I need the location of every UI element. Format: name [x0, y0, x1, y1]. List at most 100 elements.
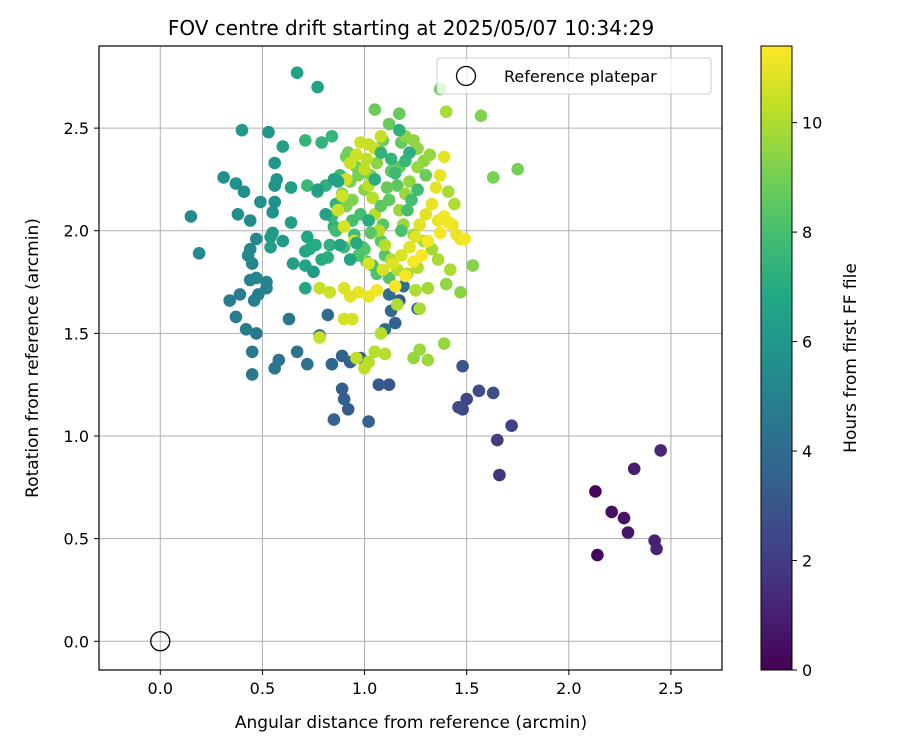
data-point: [360, 152, 373, 166]
data-point: [229, 310, 243, 324]
data-point: [358, 162, 371, 176]
chart-title: FOV centre drift starting at 2025/05/07 …: [168, 16, 654, 40]
data-point: [437, 210, 451, 223]
legend: Reference platepar: [436, 57, 712, 95]
data-point: [290, 345, 304, 359]
data-point: [374, 199, 388, 213]
data-point: [327, 413, 341, 426]
y-tick-label: 0.5: [64, 530, 89, 549]
data-point: [184, 210, 198, 223]
data-point: [354, 136, 367, 149]
data-point: [423, 148, 437, 162]
data-point: [486, 386, 500, 400]
data-point: [511, 162, 524, 176]
data-point: [301, 357, 314, 371]
data-point: [309, 238, 322, 252]
data-point: [403, 175, 416, 188]
data-point: [268, 362, 282, 375]
data-point: [407, 255, 420, 268]
data-point: [431, 253, 445, 266]
data-point: [617, 511, 631, 525]
data-point: [239, 323, 253, 336]
data-point: [335, 189, 349, 203]
data-point: [321, 251, 335, 264]
data-point: [405, 193, 418, 207]
data-point: [331, 203, 345, 217]
data-point: [325, 357, 339, 371]
data-point: [466, 259, 480, 272]
data-point: [301, 230, 314, 244]
data-point: [343, 253, 357, 266]
data-point: [362, 415, 375, 428]
data-point: [233, 288, 247, 301]
data-point: [362, 257, 375, 270]
data-point: [341, 403, 355, 416]
colorbar-tick-label: 6: [802, 333, 812, 352]
reference-marker: [150, 631, 171, 652]
data-point: [388, 279, 402, 293]
data-point: [276, 234, 290, 248]
data-point: [393, 107, 406, 120]
data-point: [362, 214, 375, 227]
data-point: [654, 444, 667, 457]
data-point: [393, 123, 406, 137]
data-point: [472, 384, 486, 398]
data-point: [605, 505, 618, 519]
colorbar-tick-label: 10: [802, 114, 822, 133]
data-point: [621, 526, 635, 539]
data-point: [378, 347, 392, 361]
data-point: [217, 171, 230, 184]
data-point: [390, 298, 404, 311]
data-point: [388, 167, 402, 180]
data-point: [284, 216, 298, 229]
data-point: [386, 257, 400, 270]
x-tick-label: 0.5: [250, 679, 275, 698]
data-point: [458, 232, 471, 246]
data-point: [364, 226, 378, 240]
data-point: [333, 238, 347, 252]
data-point: [362, 290, 375, 303]
data-point: [372, 378, 386, 392]
data-point: [270, 173, 284, 186]
data-point: [350, 351, 363, 365]
x-tick-label: 1.0: [352, 679, 377, 698]
data-point: [444, 263, 457, 277]
data-point: [380, 181, 394, 194]
data-point: [362, 355, 375, 369]
data-point: [399, 269, 412, 283]
data-point: [266, 206, 279, 219]
data-point: [388, 316, 402, 330]
data-point: [337, 220, 351, 233]
data-point: [254, 195, 267, 209]
data-point: [382, 117, 396, 131]
data-point: [337, 392, 351, 406]
plot-frame: [98, 45, 723, 671]
data-point: [268, 156, 282, 170]
data-point: [243, 214, 257, 227]
data-point: [290, 66, 304, 79]
data-point: [366, 191, 380, 205]
data-point: [374, 130, 388, 143]
data-point: [439, 277, 453, 291]
data-point: [245, 368, 259, 381]
data-point: [505, 419, 518, 433]
y-axis-ticks: 0.0 0.5 1.0 1.5 2.0 2.5: [64, 119, 99, 651]
data-point: [323, 238, 337, 252]
data-point: [315, 136, 328, 149]
data-point: [374, 146, 388, 159]
data-point: [368, 173, 382, 186]
reference-platepar-marker: [150, 631, 171, 652]
data-point: [627, 462, 641, 476]
legend-entry-reference: Reference platepar: [504, 67, 657, 86]
data-point: [368, 103, 382, 116]
data-point: [650, 542, 663, 556]
data-point: [262, 125, 275, 139]
data-point: [384, 152, 398, 166]
data-point: [282, 312, 296, 326]
data-point: [413, 218, 427, 231]
colorbar-ticks: 0 2 4 6 8 10: [792, 114, 822, 680]
data-point: [370, 156, 384, 170]
data-points: [184, 66, 667, 562]
data-point: [413, 302, 427, 316]
